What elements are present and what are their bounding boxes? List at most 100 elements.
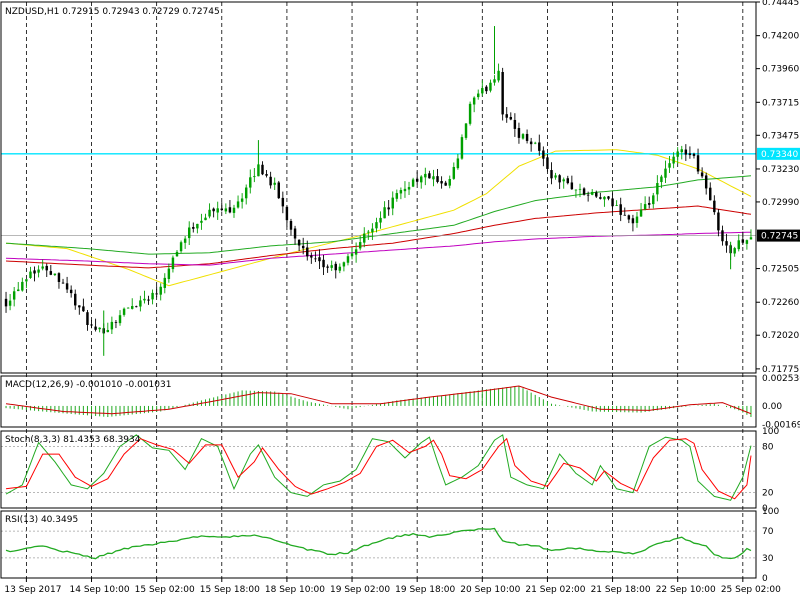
- candle[interactable]: [448, 175, 451, 189]
- candle[interactable]: [220, 202, 224, 212]
- candle[interactable]: [318, 249, 321, 269]
- candle[interactable]: [497, 63, 500, 83]
- candle[interactable]: [741, 231, 745, 245]
- candle[interactable]: [8, 294, 12, 311]
- candle[interactable]: [570, 175, 574, 190]
- candle[interactable]: [529, 137, 533, 152]
- candle[interactable]: [367, 229, 370, 240]
- candle[interactable]: [696, 148, 700, 175]
- candle[interactable]: [635, 211, 639, 228]
- candle[interactable]: [147, 295, 150, 305]
- candle[interactable]: [578, 183, 582, 198]
- candle[interactable]: [57, 272, 61, 289]
- candle[interactable]: [187, 221, 191, 245]
- candle[interactable]: [586, 191, 590, 202]
- candle[interactable]: [41, 259, 44, 271]
- candle[interactable]: [297, 239, 301, 252]
- candle[interactable]: [603, 196, 606, 207]
- candle[interactable]: [599, 192, 602, 200]
- candle[interactable]: [456, 153, 460, 170]
- candle[interactable]: [273, 177, 276, 190]
- candle[interactable]: [232, 204, 236, 218]
- candle[interactable]: [562, 177, 565, 189]
- candle[interactable]: [12, 287, 16, 307]
- candle[interactable]: [167, 263, 171, 283]
- candle[interactable]: [183, 236, 187, 249]
- candle[interactable]: [717, 209, 720, 237]
- candle[interactable]: [363, 227, 366, 248]
- candle[interactable]: [25, 279, 28, 289]
- candle[interactable]: [200, 213, 203, 230]
- candle[interactable]: [110, 316, 114, 335]
- candle[interactable]: [481, 80, 484, 96]
- candle[interactable]: [464, 122, 468, 140]
- candle[interactable]: [281, 191, 285, 214]
- candle[interactable]: [65, 276, 69, 293]
- candle[interactable]: [607, 196, 610, 201]
- candle[interactable]: [155, 286, 158, 298]
- candle[interactable]: [664, 160, 667, 184]
- candle[interactable]: [224, 203, 228, 215]
- macd-pane[interactable]: [5, 385, 752, 418]
- candle[interactable]: [582, 187, 586, 196]
- candle[interactable]: [131, 298, 134, 310]
- candle[interactable]: [379, 211, 382, 229]
- candle[interactable]: [627, 214, 631, 224]
- candle[interactable]: [554, 172, 557, 180]
- candle[interactable]: [407, 181, 411, 196]
- candle[interactable]: [668, 156, 671, 173]
- candle[interactable]: [721, 225, 724, 246]
- candle[interactable]: [688, 146, 692, 159]
- candle[interactable]: [143, 290, 146, 304]
- candle[interactable]: [371, 223, 374, 241]
- candle[interactable]: [49, 265, 53, 276]
- candle[interactable]: [135, 305, 138, 308]
- candle[interactable]: [399, 187, 403, 200]
- candle[interactable]: [493, 75, 496, 86]
- candle[interactable]: [656, 175, 659, 202]
- candle[interactable]: [289, 218, 293, 236]
- candle[interactable]: [196, 223, 199, 234]
- candle[interactable]: [61, 278, 65, 284]
- candle[interactable]: [574, 189, 578, 198]
- candle[interactable]: [676, 147, 679, 164]
- candle[interactable]: [212, 207, 215, 218]
- candle[interactable]: [472, 96, 476, 113]
- candle[interactable]: [326, 264, 329, 273]
- candle[interactable]: [684, 144, 688, 161]
- candle[interactable]: [477, 89, 480, 100]
- candle[interactable]: [411, 177, 415, 188]
- candle[interactable]: [725, 233, 728, 253]
- candle[interactable]: [505, 107, 508, 123]
- candle[interactable]: [546, 154, 549, 172]
- candle[interactable]: [489, 79, 492, 93]
- candle[interactable]: [420, 175, 423, 189]
- candle[interactable]: [334, 261, 337, 279]
- candle[interactable]: [525, 129, 529, 144]
- candle[interactable]: [94, 318, 97, 332]
- candle[interactable]: [122, 307, 126, 317]
- candle[interactable]: [82, 298, 85, 312]
- candle[interactable]: [139, 295, 142, 312]
- candle[interactable]: [375, 217, 378, 233]
- candle[interactable]: [301, 237, 305, 255]
- candle[interactable]: [53, 273, 57, 277]
- candle[interactable]: [485, 85, 488, 94]
- candle[interactable]: [428, 170, 431, 179]
- candle[interactable]: [314, 251, 317, 263]
- candle[interactable]: [261, 161, 264, 176]
- candle[interactable]: [391, 191, 394, 216]
- candle[interactable]: [269, 171, 272, 189]
- candle[interactable]: [566, 175, 570, 185]
- candle[interactable]: [513, 113, 517, 137]
- candle[interactable]: [403, 181, 407, 198]
- candle[interactable]: [358, 235, 362, 251]
- candle[interactable]: [192, 222, 195, 233]
- candle[interactable]: [179, 240, 183, 253]
- candle[interactable]: [415, 171, 419, 185]
- candle[interactable]: [595, 190, 598, 199]
- candle[interactable]: [330, 260, 333, 271]
- candle[interactable]: [216, 201, 219, 220]
- candle[interactable]: [265, 170, 268, 178]
- candle[interactable]: [680, 145, 683, 160]
